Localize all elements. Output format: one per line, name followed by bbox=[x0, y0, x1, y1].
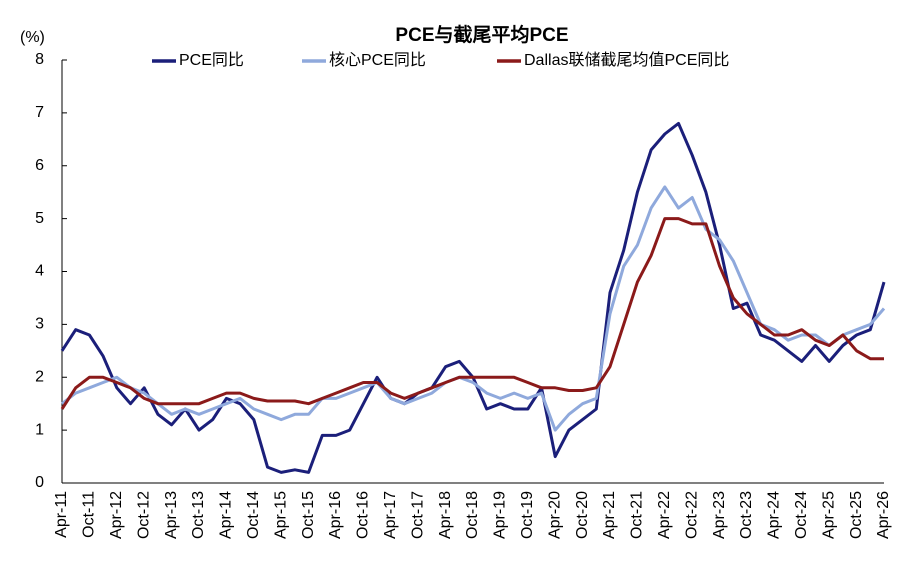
series-line bbox=[61, 185, 886, 432]
x-tick-label: Apr-16 bbox=[327, 491, 344, 539]
x-tick-label: Oct-25 bbox=[848, 491, 865, 539]
x-tick-label: Oct-21 bbox=[629, 491, 646, 539]
y-tick-label: 8 bbox=[35, 51, 44, 68]
y-tick-label: 6 bbox=[35, 157, 44, 174]
x-tick-label: Apr-14 bbox=[218, 491, 235, 539]
y-tick-label: 1 bbox=[35, 421, 44, 438]
x-tick-label: Oct-12 bbox=[135, 491, 152, 539]
x-tick-label: Apr-11 bbox=[53, 491, 70, 538]
x-tick-label: Apr-26 bbox=[875, 491, 892, 539]
x-tick-label: Oct-19 bbox=[519, 491, 536, 539]
x-tick-label: Apr-22 bbox=[656, 491, 673, 539]
legend-label: 核心PCE同比 bbox=[329, 51, 426, 69]
y-tick-label: 4 bbox=[35, 263, 44, 280]
x-tick-label: Oct-13 bbox=[190, 491, 207, 539]
x-tick-label: Oct-14 bbox=[245, 491, 262, 539]
y-tick-label: 5 bbox=[35, 210, 44, 227]
x-tick-label: Oct-24 bbox=[793, 491, 810, 539]
y-tick-label: 0 bbox=[35, 474, 44, 491]
x-tick-label: Apr-18 bbox=[437, 491, 454, 539]
series-line bbox=[60, 121, 886, 474]
x-tick-label: Oct-11 bbox=[81, 491, 98, 538]
x-tick-label: Apr-19 bbox=[492, 491, 509, 539]
series-line bbox=[60, 217, 884, 410]
y-tick-label: 3 bbox=[35, 316, 44, 333]
x-tick-label: Oct-17 bbox=[409, 491, 426, 539]
legend-label: PCE同比 bbox=[179, 51, 244, 69]
x-tick-label: Oct-20 bbox=[574, 491, 591, 539]
x-tick-label: Apr-15 bbox=[272, 491, 289, 539]
x-tick-label: Apr-21 bbox=[601, 491, 618, 539]
x-tick-label: Apr-24 bbox=[766, 491, 783, 539]
x-tick-label: Oct-15 bbox=[300, 491, 317, 539]
x-tick-label: Oct-16 bbox=[355, 491, 372, 539]
legend-label: Dallas联储截尾均值PCE同比 bbox=[524, 51, 729, 69]
x-tick-label: Apr-17 bbox=[382, 491, 399, 539]
y-tick-label: 7 bbox=[35, 104, 44, 121]
x-tick-label: Oct-22 bbox=[683, 491, 700, 539]
x-tick-label: Apr-20 bbox=[546, 491, 563, 539]
y-unit-label: (%) bbox=[20, 29, 45, 46]
chart-title: PCE与截尾平均PCE bbox=[395, 23, 568, 46]
x-tick-label: Apr-12 bbox=[108, 491, 125, 539]
x-tick-label: Apr-13 bbox=[163, 491, 180, 539]
x-tick-label: Oct-23 bbox=[738, 491, 755, 539]
x-tick-label: Oct-18 bbox=[464, 491, 481, 539]
x-tick-label: Apr-23 bbox=[711, 491, 728, 539]
y-tick-label: 2 bbox=[35, 368, 44, 385]
x-tick-label: Apr-25 bbox=[820, 491, 837, 539]
